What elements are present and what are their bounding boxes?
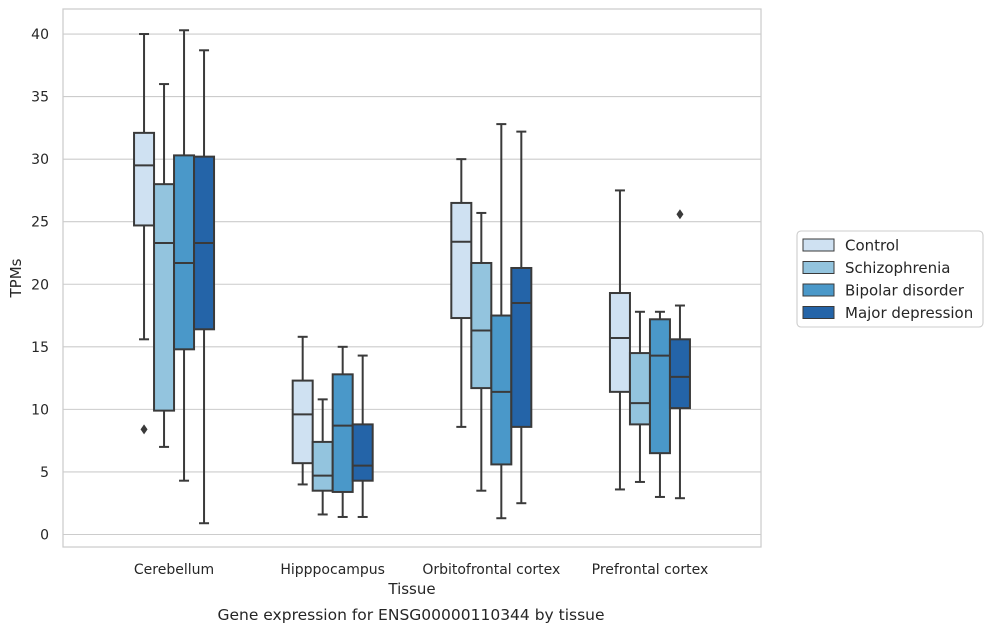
box — [490, 123, 513, 520]
box — [648, 310, 671, 498]
y-tick-label: 40 — [31, 27, 49, 43]
iqr-box — [173, 154, 196, 351]
legend-label: Major depression — [845, 304, 973, 322]
iqr-box — [470, 261, 493, 390]
legend-item: Major depression — [802, 304, 973, 322]
legend-swatch — [802, 283, 835, 297]
iqr-box — [291, 379, 314, 465]
plot-frame — [62, 8, 762, 548]
box — [351, 354, 374, 518]
outlier-point — [676, 209, 684, 220]
iqr-box — [648, 318, 671, 455]
legend-item: Schizophrenia — [802, 259, 950, 277]
figure-caption: Gene expression for ENSG00000110344 by t… — [217, 606, 605, 624]
y-axis-label: TPMs — [7, 258, 25, 298]
box — [668, 209, 691, 500]
x-tick-label: Orbitofrontal cortex — [422, 562, 560, 578]
box — [133, 33, 156, 435]
y-tick-label: 5 — [40, 465, 49, 481]
iqr-box — [490, 314, 513, 466]
iqr-box — [628, 352, 651, 426]
box — [153, 83, 176, 448]
x-tick-label: Prefrontal cortex — [592, 562, 709, 578]
legend-item: Control — [802, 237, 899, 255]
legend-item: Bipolar disorder — [802, 282, 965, 300]
legend-swatch — [802, 261, 835, 274]
box — [173, 29, 196, 482]
iqr-box — [311, 440, 334, 492]
boxes — [133, 29, 691, 525]
legend-swatch — [802, 306, 835, 319]
box — [608, 189, 631, 491]
y-tick-label: 25 — [31, 215, 49, 231]
outlier-point — [140, 424, 148, 435]
iqr-box — [450, 201, 473, 320]
x-tick-label: Hipppocampus — [280, 562, 385, 578]
iqr-box — [133, 131, 156, 227]
iqr-box — [331, 373, 354, 493]
box — [291, 335, 314, 486]
legend-label: Bipolar disorder — [845, 282, 965, 300]
iqr-box — [510, 266, 533, 428]
iqr-box — [668, 338, 691, 410]
y-axis-ticks: 0 5 10 15 20 25 30 35 40 — [31, 27, 49, 543]
box — [510, 130, 533, 505]
iqr-box — [351, 423, 374, 482]
legend: Control Schizophrenia Bipolar disorder Majo… — [796, 230, 984, 328]
x-axis-label: Tissue — [387, 580, 435, 598]
box — [628, 310, 651, 483]
legend-frame — [796, 230, 984, 328]
box — [331, 345, 354, 518]
legend-label: Control — [845, 237, 899, 255]
y-tick-label: 35 — [31, 90, 49, 106]
legend-swatch — [802, 238, 835, 252]
y-tick-label: 30 — [31, 152, 49, 168]
y-tick-label: 20 — [31, 277, 49, 293]
y-tick-label: 0 — [40, 527, 49, 543]
box — [450, 158, 473, 428]
x-tick-label: Cerebellum — [134, 562, 214, 578]
box — [311, 398, 334, 516]
y-tick-label: 15 — [31, 340, 49, 356]
x-axis-ticks: Cerebellum Hipppocampus Orbitofrontal cort… — [134, 562, 708, 578]
box — [193, 49, 216, 525]
iqr-box — [608, 292, 631, 393]
legend-label: Schizophrenia — [845, 259, 950, 277]
y-tick-label: 10 — [31, 402, 49, 418]
iqr-box — [153, 183, 176, 412]
box — [470, 211, 493, 492]
